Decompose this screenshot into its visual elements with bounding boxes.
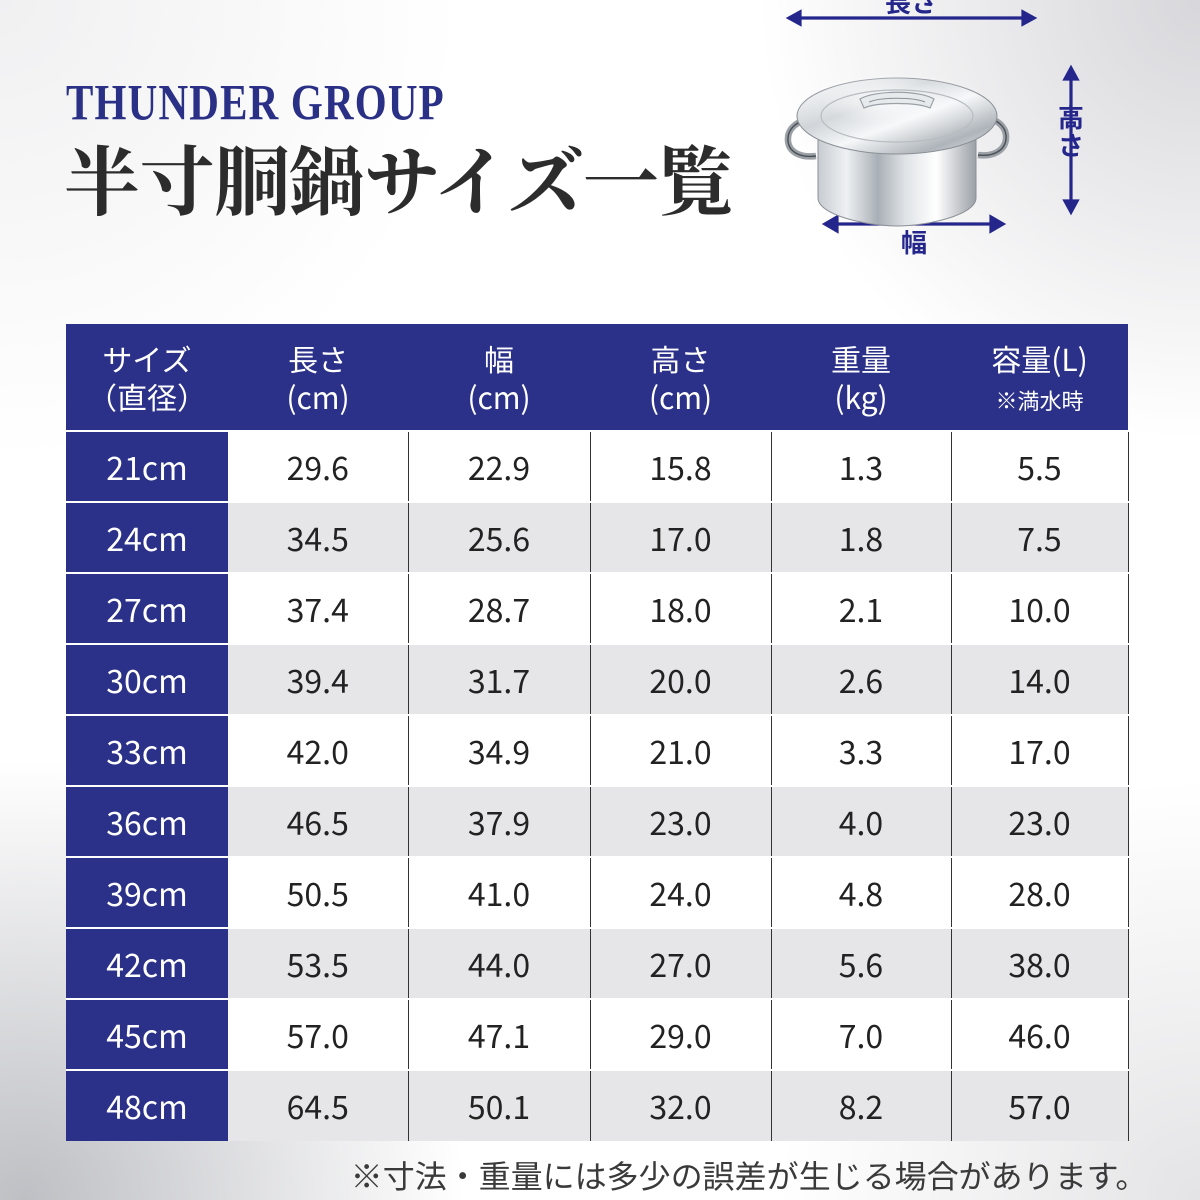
svg-text:幅: 幅 [901,223,927,260]
svg-text:長さ: 長さ [885,0,937,20]
svg-text:さ: さ [1058,126,1084,163]
